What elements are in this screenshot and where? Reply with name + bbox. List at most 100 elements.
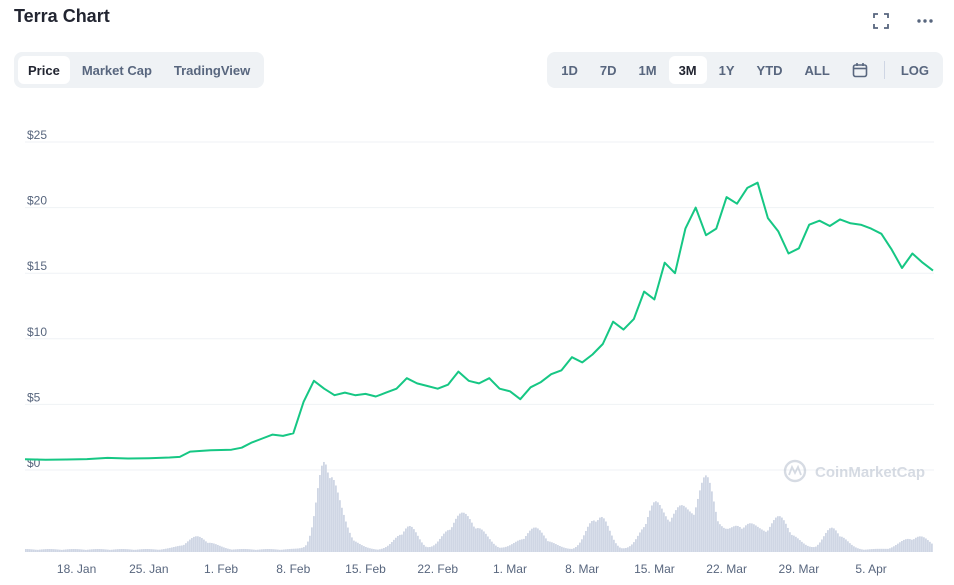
volume-bar	[299, 548, 301, 552]
range-divider	[883, 61, 885, 79]
volume-bar	[555, 544, 557, 552]
volume-bar	[465, 513, 467, 552]
volume-bar	[67, 549, 69, 552]
volume-bar	[305, 545, 307, 552]
volume-bar	[107, 549, 109, 552]
volume-bar	[121, 549, 123, 552]
tab-market-cap[interactable]: Market Cap	[81, 62, 152, 78]
volume-bar	[925, 538, 927, 552]
volume-bar	[413, 529, 415, 552]
volume-bar	[363, 546, 365, 552]
volume-bar	[489, 539, 491, 552]
volume-bar	[683, 505, 685, 552]
range-3m[interactable]: 3M	[668, 56, 707, 84]
volume-bar	[761, 529, 763, 552]
volume-bar	[63, 549, 65, 552]
volume-bar	[861, 549, 863, 552]
volume-bar	[371, 548, 373, 552]
volume-bar	[279, 549, 281, 552]
volume-bar	[829, 528, 831, 552]
volume-bar	[149, 549, 151, 552]
volume-bar	[109, 549, 111, 552]
volume-bar	[73, 549, 75, 552]
volume-bar	[117, 549, 119, 552]
volume-bar	[865, 549, 867, 552]
header-actions	[870, 10, 936, 32]
volume-bar	[687, 509, 689, 552]
volume-bar	[255, 549, 257, 552]
volume-bar	[113, 549, 115, 552]
volume-bar	[559, 545, 561, 552]
volume-bar	[685, 507, 687, 552]
volume-bar	[629, 546, 631, 552]
volume-bar	[543, 535, 545, 552]
volume-bar	[447, 530, 449, 552]
volume-bar	[385, 547, 387, 552]
volume-bar	[403, 531, 405, 552]
volume-bar	[373, 549, 375, 552]
volume-bar	[603, 518, 605, 552]
tab-tradingview[interactable]: TradingView	[173, 62, 251, 78]
volume-bar	[813, 547, 815, 552]
tab-price[interactable]: Price	[18, 56, 70, 84]
volume-bar	[695, 507, 697, 552]
volume-bar	[171, 547, 173, 552]
log-scale-button[interactable]: LOG	[900, 62, 929, 78]
range-1m[interactable]: 1M	[638, 62, 657, 78]
volume-bar	[267, 549, 269, 552]
volume-bar	[857, 548, 859, 552]
volume-bar	[349, 532, 351, 552]
volume-bar	[85, 549, 87, 552]
volume-bar	[251, 549, 253, 552]
volume-bar	[825, 532, 827, 552]
volume-bar	[191, 538, 193, 552]
volume-bar	[379, 549, 381, 552]
volume-bar	[875, 548, 877, 552]
range-all[interactable]: ALL	[804, 62, 830, 78]
price-chart[interactable]: $0 $5 $10 $15 $20 $25 CoinMarketCap 18. Jan 25…	[0, 110, 954, 585]
volume-bar	[193, 536, 195, 552]
volume-bar	[815, 546, 817, 552]
calendar-button[interactable]	[842, 56, 878, 84]
range-tabs: 1D 7D 1M 3M 1Y YTD ALL LOG	[547, 52, 943, 88]
volume-bar	[573, 548, 575, 552]
volume-bar	[511, 544, 513, 552]
volume-bar	[235, 549, 237, 552]
volume-bar	[25, 549, 27, 552]
volume-bar	[169, 547, 171, 552]
volume-bar	[661, 508, 663, 552]
volume-bar	[533, 527, 535, 552]
volume-bar	[903, 539, 905, 552]
volume-bar	[793, 535, 795, 552]
volume-bar	[377, 549, 379, 552]
volume-bar	[775, 517, 777, 552]
volume-bar	[767, 530, 769, 552]
volume-bar	[777, 516, 779, 552]
volume-bar	[601, 516, 603, 552]
volume-bar	[853, 546, 855, 552]
volume-bar	[727, 528, 729, 552]
volume-bar	[471, 522, 473, 552]
range-7d[interactable]: 7D	[599, 62, 617, 78]
volume-bar	[715, 511, 717, 552]
volume-bar	[179, 545, 181, 552]
volume-bar	[115, 549, 117, 552]
volume-bar	[177, 546, 179, 552]
volume-bar	[735, 525, 737, 552]
more-dots-icon[interactable]	[914, 10, 936, 32]
volume-bar	[517, 540, 519, 552]
expand-icon[interactable]	[870, 10, 892, 32]
volume-bar	[175, 546, 177, 552]
range-1y[interactable]: 1Y	[718, 62, 735, 78]
range-1d[interactable]: 1D	[561, 62, 578, 78]
volume-bar	[203, 539, 205, 552]
volume-bar	[801, 541, 803, 552]
volume-bar	[45, 549, 47, 552]
volume-bar	[707, 477, 709, 552]
volume-bar	[809, 546, 811, 552]
volume-bar	[213, 543, 215, 552]
volume-bar	[361, 545, 363, 552]
range-ytd[interactable]: YTD	[756, 62, 783, 78]
volume-bar	[291, 548, 293, 552]
volume-bar	[581, 539, 583, 552]
